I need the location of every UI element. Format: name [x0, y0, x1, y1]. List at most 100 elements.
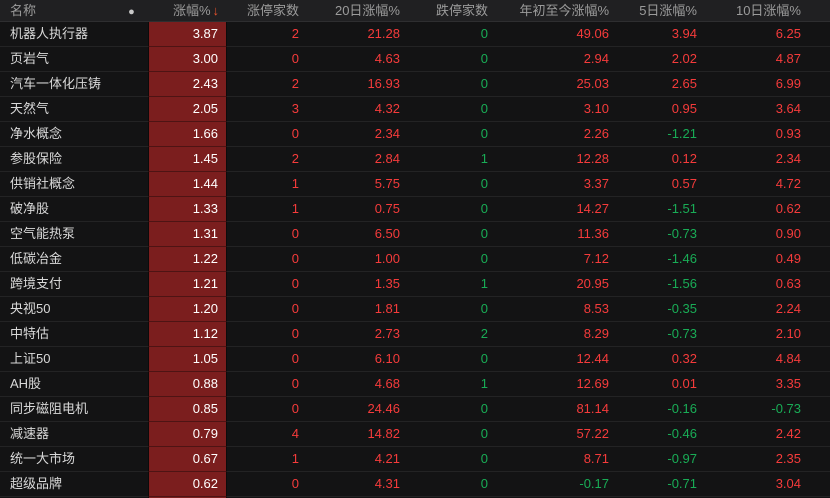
- ytd-change-cell: 49.06: [496, 22, 617, 47]
- pct-change-cell: 1.05: [148, 347, 227, 372]
- 10day-change-cell: 4.87: [705, 47, 830, 72]
- header-pct-change-label: 涨幅%: [172, 3, 211, 18]
- ytd-change-cell: 25.03: [496, 72, 617, 97]
- header-ytd-change[interactable]: 年初至今涨幅%: [519, 3, 609, 18]
- table-row[interactable]: AH股 0.88 0 4.68 1 12.69 0.01 3.35: [0, 372, 830, 397]
- sector-name: 汽车一体化压铸: [0, 72, 115, 97]
- 10day-change-cell: 2.24: [705, 297, 830, 322]
- table-row[interactable]: 上证50 1.05 0 6.10 0 12.44 0.32 4.84: [0, 347, 830, 372]
- pct-change-cell: 0.79: [148, 422, 227, 447]
- 20day-change-cell: 14.82: [307, 422, 408, 447]
- 5day-change-cell: 0.32: [617, 347, 705, 372]
- 20day-change-cell: 2.73: [307, 322, 408, 347]
- header-limit-down-count[interactable]: 跌停家数: [435, 3, 488, 18]
- limit-up-count-cell: 0: [227, 272, 307, 297]
- sector-name: 机器人执行器: [0, 22, 115, 47]
- table-row[interactable]: 破净股 1.33 1 0.75 0 14.27 -1.51 0.62: [0, 197, 830, 222]
- header-name[interactable]: 名称: [10, 3, 37, 18]
- limit-up-count-cell: 0: [227, 222, 307, 247]
- sector-name: 同步磁阻电机: [0, 397, 115, 422]
- limit-down-count-cell: 1: [408, 372, 496, 397]
- table-row[interactable]: 减速器 0.79 4 14.82 0 57.22 -0.46 2.42: [0, 422, 830, 447]
- pct-change-cell: 3.00: [148, 47, 227, 72]
- table-row[interactable]: 统一大市场 0.67 1 4.21 0 8.71 -0.97 2.35: [0, 447, 830, 472]
- table-row[interactable]: 机器人执行器 3.87 2 21.28 0 49.06 3.94 6.25: [0, 22, 830, 47]
- 5day-change-cell: -0.73: [617, 322, 705, 347]
- 20day-change-cell: 4.63: [307, 47, 408, 72]
- 5day-change-cell: -1.21: [617, 122, 705, 147]
- 10day-change-cell: 4.72: [705, 172, 830, 197]
- pct-change-cell: 1.20: [148, 297, 227, 322]
- table-row[interactable]: 低碳冶金 1.22 0 1.00 0 7.12 -1.46 0.49: [0, 247, 830, 272]
- limit-down-count-cell: 0: [408, 22, 496, 47]
- sector-name: 中特估: [0, 322, 115, 347]
- limit-down-count-cell: 0: [408, 97, 496, 122]
- 5day-change-cell: 0.57: [617, 172, 705, 197]
- table-row[interactable]: 超级品牌 0.62 0 4.31 0 -0.17 -0.71 3.04: [0, 472, 830, 497]
- 10day-change-cell: 0.49: [705, 247, 830, 272]
- header-5day-change[interactable]: 5日涨幅%: [639, 3, 697, 18]
- limit-down-count-cell: 0: [408, 122, 496, 147]
- indicator-cell: [115, 222, 148, 247]
- 5day-change-cell: 3.94: [617, 22, 705, 47]
- 20day-change-cell: 4.21: [307, 447, 408, 472]
- indicator-cell: [115, 397, 148, 422]
- table-row[interactable]: 中特估 1.12 0 2.73 2 8.29 -0.73 2.10: [0, 322, 830, 347]
- indicator-cell: [115, 22, 148, 47]
- 5day-change-cell: -0.46: [617, 422, 705, 447]
- ytd-change-cell: 81.14: [496, 397, 617, 422]
- header-pct-change[interactable]: 涨幅% ↓: [148, 0, 227, 21]
- table-row[interactable]: 空气能热泵 1.31 0 6.50 0 11.36 -0.73 0.90: [0, 222, 830, 247]
- 20day-change-cell: 2.84: [307, 147, 408, 172]
- sort-descending-icon: ↓: [212, 3, 220, 18]
- 5day-change-cell: -0.73: [617, 222, 705, 247]
- table-row[interactable]: 供销社概念 1.44 1 5.75 0 3.37 0.57 4.72: [0, 172, 830, 197]
- 5day-change-cell: -0.97: [617, 447, 705, 472]
- 20day-change-cell: 21.28: [307, 22, 408, 47]
- indicator-cell: [115, 247, 148, 272]
- pct-change-cell: 2.43: [148, 72, 227, 97]
- limit-down-count-cell: 0: [408, 222, 496, 247]
- table-row[interactable]: 净水概念 1.66 0 2.34 0 2.26 -1.21 0.93: [0, 122, 830, 147]
- table-row[interactable]: 同步磁阻电机 0.85 0 24.46 0 81.14 -0.16 -0.73: [0, 397, 830, 422]
- header-10day-change[interactable]: 10日涨幅%: [735, 3, 801, 18]
- 20day-change-cell: 5.75: [307, 172, 408, 197]
- table-row[interactable]: 参股保险 1.45 2 2.84 1 12.28 0.12 2.34: [0, 147, 830, 172]
- 5day-change-cell: -1.51: [617, 197, 705, 222]
- 5day-change-cell: 0.12: [617, 147, 705, 172]
- sector-name: 参股保险: [0, 147, 115, 172]
- header-indicator-column[interactable]: ●: [115, 0, 148, 21]
- 20day-change-cell: 16.93: [307, 72, 408, 97]
- 10day-change-cell: 3.64: [705, 97, 830, 122]
- table-row[interactable]: 央视50 1.20 0 1.81 0 8.53 -0.35 2.24: [0, 297, 830, 322]
- 5day-change-cell: 2.02: [617, 47, 705, 72]
- 20day-change-cell: 6.50: [307, 222, 408, 247]
- 5day-change-cell: -1.56: [617, 272, 705, 297]
- pct-change-cell: 0.88: [148, 372, 227, 397]
- limit-up-count-cell: 0: [227, 347, 307, 372]
- table-row[interactable]: 汽车一体化压铸 2.43 2 16.93 0 25.03 2.65 6.99: [0, 72, 830, 97]
- 10day-change-cell: -0.73: [705, 397, 830, 422]
- pct-change-cell: 1.22: [148, 247, 227, 272]
- header-limit-up-count[interactable]: 涨停家数: [246, 3, 299, 18]
- table-row[interactable]: 页岩气 3.00 0 4.63 0 2.94 2.02 4.87: [0, 47, 830, 72]
- limit-up-count-cell: 3: [227, 97, 307, 122]
- limit-down-count-cell: 0: [408, 197, 496, 222]
- limit-down-count-cell: 0: [408, 447, 496, 472]
- pct-change-cell: 1.44: [148, 172, 227, 197]
- table-row[interactable]: 天然气 2.05 3 4.32 0 3.10 0.95 3.64: [0, 97, 830, 122]
- pct-change-cell: 3.87: [148, 22, 227, 47]
- header-20day-change[interactable]: 20日涨幅%: [334, 3, 400, 18]
- 10day-change-cell: 2.34: [705, 147, 830, 172]
- sector-name: 统一大市场: [0, 447, 115, 472]
- 20day-change-cell: 2.34: [307, 122, 408, 147]
- pct-change-cell: 1.12: [148, 322, 227, 347]
- ytd-change-cell: 8.71: [496, 447, 617, 472]
- limit-down-count-cell: 0: [408, 172, 496, 197]
- limit-up-count-cell: 0: [227, 397, 307, 422]
- table-row[interactable]: 跨境支付 1.21 0 1.35 1 20.95 -1.56 0.63: [0, 272, 830, 297]
- ytd-change-cell: 12.28: [496, 147, 617, 172]
- sector-name: 央视50: [0, 297, 115, 322]
- ytd-change-cell: 7.12: [496, 247, 617, 272]
- sector-name: 低碳冶金: [0, 247, 115, 272]
